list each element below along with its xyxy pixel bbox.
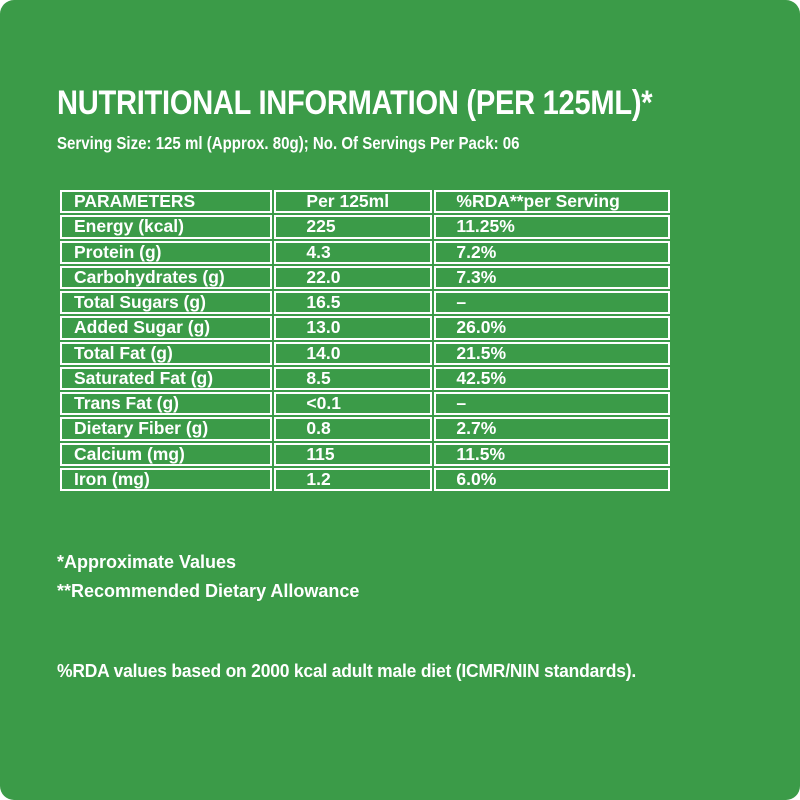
per-125ml-cell: 13.0 xyxy=(274,316,433,340)
parameter-cell: Calcium (mg) xyxy=(60,442,273,466)
header-rda-per-serving: %RDA**per Serving xyxy=(434,190,670,214)
per-125ml-cell: <0.1 xyxy=(274,392,433,416)
parameter-cell: Total Sugars (g) xyxy=(60,291,273,315)
per-125ml-cell: 14.0 xyxy=(274,341,433,365)
per-125ml-cell: 4.3 xyxy=(274,240,433,264)
table-row: Saturated Fat (g) 8.5 42.5% xyxy=(60,366,670,390)
nutrition-table: PARAMETERS Per 125ml %RDA**per Serving E… xyxy=(58,188,672,493)
footnote-approximate-values: *Approximate Values xyxy=(57,552,237,572)
parameter-cell: Trans Fat (g) xyxy=(60,392,273,416)
rda-cell: 2.7% xyxy=(434,417,670,441)
parameter-cell: Energy (kcal) xyxy=(60,215,273,239)
table-row: Calcium (mg) 115 11.5% xyxy=(60,442,670,466)
parameter-cell: Dietary Fiber (g) xyxy=(60,417,273,441)
parameter-cell: Saturated Fat (g) xyxy=(60,366,273,390)
per-125ml-cell: 0.8 xyxy=(274,417,433,441)
serving-size-info: Serving Size: 125 ml (Approx. 80g); No. … xyxy=(57,133,520,153)
header-parameters: PARAMETERS xyxy=(60,190,273,214)
table-row: Energy (kcal) 225 11.25% xyxy=(60,215,670,239)
table-row: Protein (g) 4.3 7.2% xyxy=(60,240,670,264)
table-row: Total Sugars (g) 16.5– xyxy=(60,291,670,315)
footnote-recommended-dietary-allowance: **Recommended Dietary Allowance xyxy=(57,581,360,601)
rda-cell: 11.25% xyxy=(434,215,670,239)
table-body: Energy (kcal) 225 11.25% Protein (g) 4.3 7.2%… xyxy=(60,215,670,491)
per-125ml-cell: 16.5 xyxy=(274,291,433,315)
per-125ml-cell: 225 xyxy=(274,215,433,239)
table-header-row: PARAMETERS Per 125ml %RDA**per Serving xyxy=(60,190,670,214)
parameter-cell: Carbohydrates (g) xyxy=(60,265,273,289)
rda-cell: 21.5% xyxy=(434,341,670,365)
per-125ml-cell: 8.5 xyxy=(274,366,433,390)
rda-cell: 11.5% xyxy=(434,442,670,466)
rda-cell: 26.0% xyxy=(434,316,670,340)
table-row: Carbohydrates (g) 22.0 7.3% xyxy=(60,265,670,289)
table-row: Trans Fat (g) <0.1– xyxy=(60,392,670,416)
rda-basis-note: %RDA values based on 2000 kcal adult mal… xyxy=(57,661,636,681)
parameter-cell: Total Fat (g) xyxy=(60,341,273,365)
per-125ml-cell: 115 xyxy=(274,442,433,466)
rda-cell: 7.2% xyxy=(434,240,670,264)
rda-cell: 42.5% xyxy=(434,366,670,390)
table-row: Iron (mg) 1.2 6.0% xyxy=(60,467,670,491)
rda-cell: 6.0% xyxy=(434,467,670,491)
page-title: NUTRITIONAL INFORMATION (PER 125ML)* xyxy=(57,84,653,122)
parameter-cell: Iron (mg) xyxy=(60,467,273,491)
parameter-cell: Added Sugar (g) xyxy=(60,316,273,340)
per-125ml-cell: 22.0 xyxy=(274,265,433,289)
table-row: Total Fat (g) 14.0 21.5% xyxy=(60,341,670,365)
rda-cell: 7.3% xyxy=(434,265,670,289)
per-125ml-cell: 1.2 xyxy=(274,467,433,491)
table-row: Added Sugar (g) 13.0 26.0% xyxy=(60,316,670,340)
rda-cell: – xyxy=(434,392,670,416)
rda-cell: – xyxy=(434,291,670,315)
parameter-cell: Protein (g) xyxy=(60,240,273,264)
header-per-125ml: Per 125ml xyxy=(274,190,433,214)
table-row: Dietary Fiber (g) 0.8 2.7% xyxy=(60,417,670,441)
